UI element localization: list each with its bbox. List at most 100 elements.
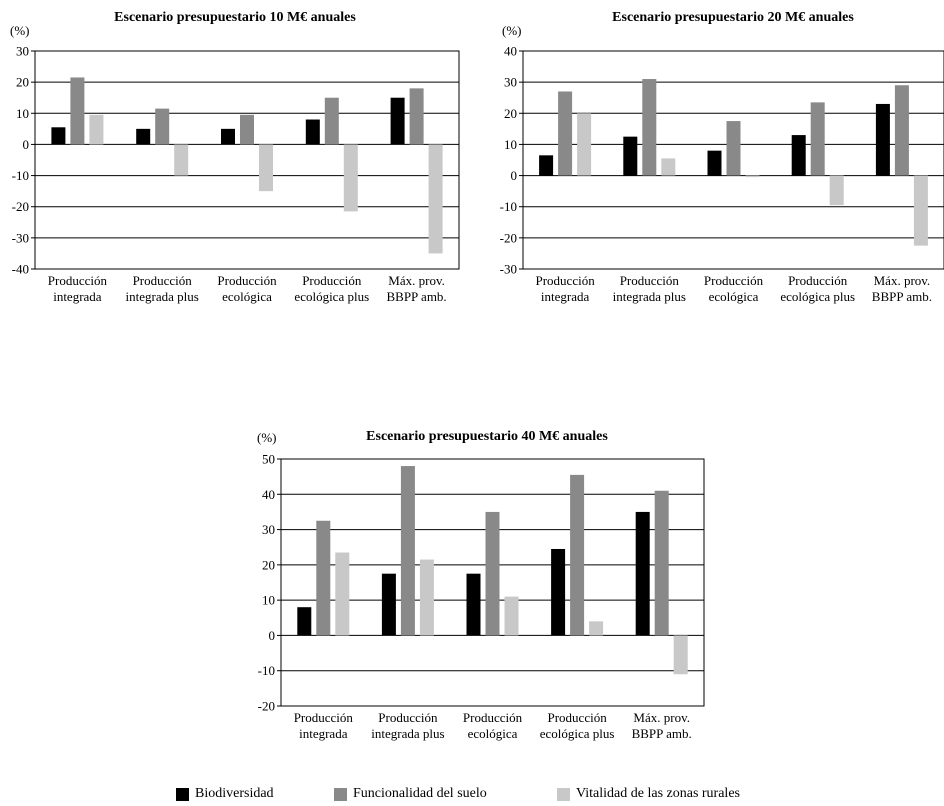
y-tick-label: 40 [504, 44, 517, 59]
bar-biodiversidad-integrada-plus [623, 136, 638, 176]
x-category-label: Máx. prov. BBPP amb. [632, 710, 692, 741]
chart-title: Escenario presupuestario 40 M€ anuales [366, 429, 608, 444]
y-tick-label: 30 [16, 44, 29, 59]
bar-vitalidad-max-prov [913, 175, 928, 246]
y-tick-label: 0 [511, 168, 518, 183]
x-category-label: Máx. prov. BBPP amb. [872, 273, 932, 304]
y-unit-label: (%) [502, 23, 522, 38]
x-category-label: Producción ecológica plus [540, 710, 615, 741]
y-unit-label: (%) [10, 23, 30, 38]
y-tick-label: -40 [12, 262, 29, 277]
x-category-label: Producción ecológica [217, 273, 277, 304]
x-category-label: Producción integrada [294, 710, 354, 741]
bar-biodiversidad-integrada-plus [381, 573, 396, 636]
y-tick-label: 10 [262, 593, 275, 608]
legend-item-biodiversidad: Biodiversidad [176, 786, 274, 802]
y-tick-label: 30 [504, 75, 517, 90]
bar-funcionalidad-ecologica [726, 121, 741, 176]
chart-title: Escenario presupuestario 20 M€ anuales [612, 10, 854, 25]
y-tick-label: 20 [262, 557, 275, 572]
bar-funcionalidad-integrada [70, 77, 85, 145]
bar-vitalidad-ecologica [745, 175, 760, 178]
y-tick-label: -20 [500, 230, 517, 245]
bar-vitalidad-ecologica-plus [589, 621, 604, 636]
y-tick-label: 0 [23, 137, 30, 152]
bar-funcionalidad-integrada [558, 91, 573, 176]
x-category-label: Producción integrada [48, 273, 108, 304]
x-category-label: Máx. prov. BBPP amb. [386, 273, 446, 304]
bar-vitalidad-max-prov [428, 144, 443, 254]
bar-vitalidad-ecologica-plus [829, 175, 844, 206]
plot-frame [280, 458, 705, 707]
y-tick-label: 20 [504, 106, 517, 121]
bar-biodiversidad-integrada [539, 155, 554, 176]
chart-10: Escenario presupuestario 10 M€ anuales (%… [10, 10, 460, 304]
legend-item-vitalidad: Vitalidad de las zonas rurales [557, 786, 740, 802]
bar-vitalidad-integrada [335, 552, 350, 636]
bar-biodiversidad-ecologica [466, 573, 481, 636]
bar-funcionalidad-integrada-plus [155, 108, 170, 145]
y-tick-label: -20 [258, 699, 275, 714]
bar-vitalidad-ecologica [259, 144, 273, 192]
legend-swatch-biodiversidad [176, 787, 189, 801]
x-category-label: Producción integrada plus [371, 710, 444, 741]
y-unit-label: (%) [257, 430, 277, 445]
chart-title: Escenario presupuestario 10 M€ anuales [114, 10, 356, 25]
bar-funcionalidad-ecologica [485, 511, 500, 636]
plot-frame [34, 50, 460, 270]
legend-item-funcionalidad: Funcionalidad del suelo [334, 786, 487, 802]
bar-biodiversidad-max-prov [390, 97, 405, 145]
bar-funcionalidad-integrada-plus [642, 79, 657, 176]
bar-funcionalidad-ecologica-plus [810, 102, 825, 176]
y-tick-label: -10 [12, 168, 29, 183]
legend-label-funcionalidad: Funcionalidad del suelo [353, 786, 487, 801]
y-tick-label: -30 [500, 262, 517, 277]
bar-vitalidad-integrada [577, 113, 592, 176]
bar-biodiversidad-ecologica-plus [305, 119, 320, 145]
y-tick-label: -30 [12, 230, 29, 245]
legend-swatch-funcionalidad [334, 787, 347, 801]
bar-vitalidad-integrada-plus [419, 559, 434, 636]
x-category-label: Producción integrada [535, 273, 595, 304]
bar-biodiversidad-max-prov [635, 511, 650, 636]
bar-biodiversidad-ecologica [707, 150, 722, 176]
bar-funcionalidad-integrada-plus [400, 466, 415, 636]
legend-label-vitalidad: Vitalidad de las zonas rurales [576, 786, 740, 801]
bar-vitalidad-integrada [89, 114, 104, 145]
x-category-label: Producción ecológica [463, 710, 523, 741]
bar-funcionalidad-ecologica [240, 114, 254, 145]
x-category-label: Producción ecológica plus [780, 273, 855, 304]
bar-vitalidad-ecologica [504, 596, 519, 636]
y-tick-label: 40 [262, 487, 275, 502]
x-category-label: Producción integrada plus [126, 273, 199, 304]
y-tick-label: 0 [269, 628, 276, 643]
bar-funcionalidad-ecologica-plus [324, 97, 339, 145]
bar-vitalidad-integrada-plus [174, 144, 189, 176]
legend-swatch-vitalidad [557, 787, 570, 801]
bar-funcionalidad-max-prov [654, 490, 669, 636]
y-tick-label: -10 [500, 199, 517, 214]
bar-biodiversidad-ecologica-plus [791, 135, 806, 176]
bar-funcionalidad-ecologica-plus [570, 474, 585, 636]
bar-vitalidad-integrada-plus [661, 158, 676, 176]
bar-biodiversidad-integrada-plus [136, 128, 151, 145]
legend: Biodiversidad Funcionalidad del suelo Vi… [0, 786, 944, 806]
y-tick-label: -20 [12, 199, 29, 214]
plot-frame [522, 50, 944, 270]
x-category-label: Producción integrada plus [613, 273, 686, 304]
bar-biodiversidad-integrada [297, 607, 312, 636]
chart-40: Escenario presupuestario 40 M€ anuales (%… [257, 429, 705, 741]
x-category-label: Producción ecológica [704, 273, 764, 304]
legend-label-biodiversidad: Biodiversidad [195, 786, 274, 801]
bar-vitalidad-ecologica-plus [343, 144, 358, 212]
y-tick-label: 10 [16, 106, 29, 121]
y-tick-label: 20 [16, 75, 29, 90]
y-tick-label: -10 [258, 663, 275, 678]
x-category-label: Producción ecológica plus [294, 273, 369, 304]
bar-funcionalidad-max-prov [409, 88, 424, 145]
bar-funcionalidad-integrada [316, 520, 331, 636]
y-tick-label: 30 [262, 522, 275, 537]
y-tick-label: 10 [504, 137, 517, 152]
chart-20: Escenario presupuestario 20 M€ anuales (%… [500, 10, 944, 304]
